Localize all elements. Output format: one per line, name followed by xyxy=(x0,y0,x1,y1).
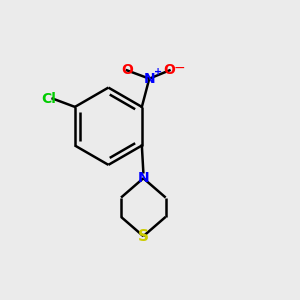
Text: −: − xyxy=(173,61,185,75)
Text: Cl: Cl xyxy=(42,92,56,106)
Text: S: S xyxy=(138,229,149,244)
Text: O: O xyxy=(121,63,133,77)
Text: N: N xyxy=(137,171,149,185)
Text: O: O xyxy=(164,63,175,77)
Text: +: + xyxy=(154,67,162,77)
Text: N: N xyxy=(143,72,155,86)
